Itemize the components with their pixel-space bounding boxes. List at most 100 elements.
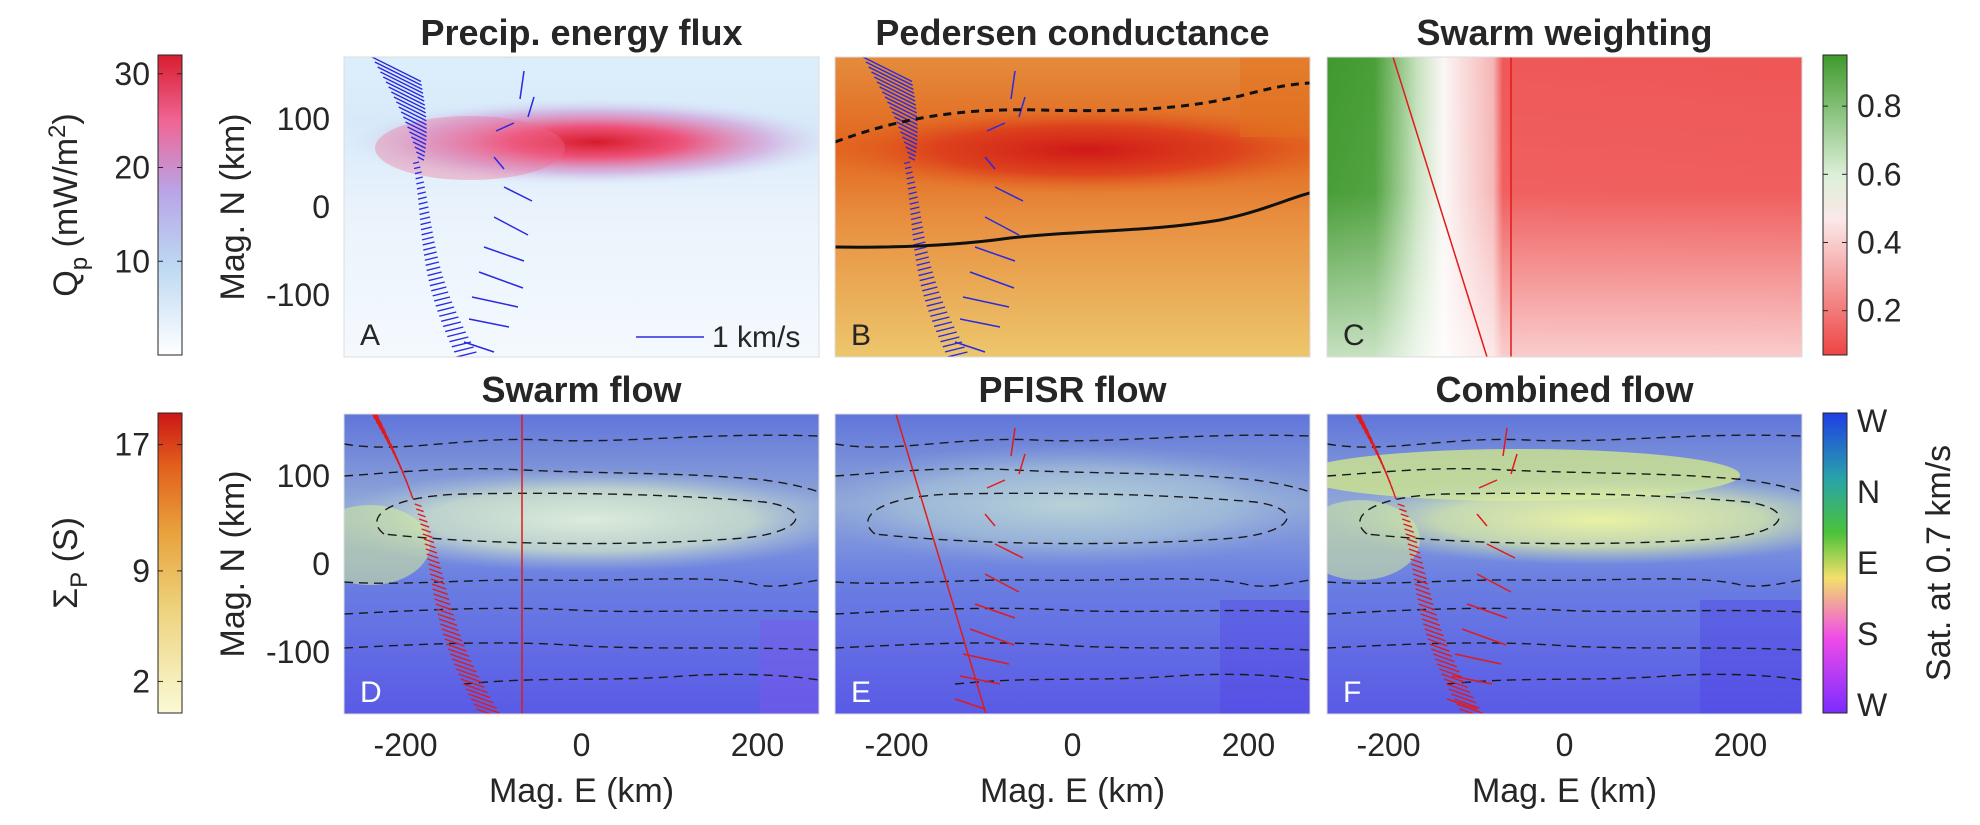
flow-vector: [453, 346, 474, 353]
flow-vector: [910, 216, 922, 221]
flow-vector: [1010, 70, 1016, 100]
flow-vector: [415, 176, 423, 180]
panel-a: 1 km/s: [344, 57, 819, 357]
flow-vector: [410, 493, 414, 500]
flow-vector: [433, 296, 451, 302]
flow-vector: [904, 166, 912, 170]
flow-vector: [1461, 628, 1507, 646]
flow-vector: [984, 216, 1020, 236]
flow-vector: [426, 266, 441, 272]
flow-vector: [418, 518, 428, 523]
flow-vector: [430, 578, 446, 585]
flow-vector: [913, 241, 926, 246]
flow-vector: [1400, 513, 1409, 518]
flow-vector: [1430, 648, 1453, 657]
flow-vector: [1448, 688, 1474, 699]
flow-vector: [1390, 486, 1395, 495]
flow-vector: [1414, 583, 1430, 590]
direction-tick-label: W: [1857, 687, 1888, 723]
flow-vector: [435, 603, 453, 611]
y-tick-label: 0: [312, 189, 330, 225]
flow-vector: [1418, 603, 1436, 611]
flow-vector: [879, 86, 917, 106]
flow-vector: [926, 301, 944, 307]
panel-letter: B: [851, 319, 871, 352]
flow-vector: [440, 316, 459, 323]
flow-vector: [1393, 493, 1397, 500]
flow-vector: [445, 326, 464, 333]
flow-vector: [1355, 414, 1362, 425]
flow-vector: [414, 146, 426, 153]
contour-line: [344, 642, 819, 651]
colorbar-tick-label: 30: [114, 56, 150, 92]
swarm-track-vectors: [371, 414, 500, 714]
flow-vector: [865, 61, 914, 87]
panel-c: [1327, 57, 1802, 357]
flow-vector: [906, 176, 914, 180]
flow-vector: [427, 558, 440, 564]
flow-vector: [930, 311, 948, 317]
flow-vector: [974, 603, 1016, 619]
flow-vector: [403, 116, 427, 130]
flow-vector: [417, 513, 426, 518]
flow-vector: [876, 81, 916, 102]
flow-vector: [413, 166, 421, 170]
flow-vector: [884, 96, 918, 114]
flow-vector: [438, 618, 458, 626]
panel-title: Pedersen conductance: [875, 12, 1269, 53]
flow-vector: [431, 583, 447, 590]
contour-line: [376, 492, 797, 545]
contour-line: [835, 578, 1310, 587]
flow-vector: [1412, 573, 1427, 580]
flow-vector: [458, 673, 482, 683]
flow-vector: [909, 206, 920, 211]
flow-vector: [407, 486, 412, 495]
flow-vector: [444, 638, 465, 647]
swarm-track-vectors: [862, 57, 971, 357]
flow-vector: [449, 653, 472, 663]
panel-title: Swarm weighting: [1416, 12, 1712, 53]
contour-line: [1327, 642, 1802, 651]
flow-vector: [460, 678, 485, 689]
flow-vector: [871, 71, 915, 94]
flow-vector: [385, 81, 425, 102]
flow-vector: [1018, 96, 1026, 118]
flow-vector: [423, 246, 436, 251]
flow-vector: [1419, 608, 1437, 616]
flow-vector: [421, 236, 434, 241]
flow-vector: [390, 91, 426, 110]
flow-vector: [437, 613, 456, 621]
flow-vector: [907, 181, 915, 185]
panel-letter: F: [1343, 676, 1361, 709]
flow-vector: [915, 256, 929, 261]
flow-vector: [417, 156, 425, 161]
panel-b: [835, 57, 1310, 357]
flow-vector: [1510, 453, 1518, 475]
colorbar-tick-label: 2: [132, 663, 150, 699]
flow-vector: [903, 161, 911, 165]
y-tick-label: 100: [277, 101, 330, 137]
panel-frame: [1326, 56, 1803, 358]
flow-vector: [1441, 673, 1465, 683]
flow-vector: [936, 326, 955, 333]
y-tick-label: -100: [266, 277, 330, 313]
flow-vector: [908, 191, 917, 195]
flow-vector: [400, 111, 427, 126]
flow-vector: [371, 414, 372, 415]
flow-vector: [422, 241, 435, 246]
flow-vector: [910, 211, 921, 216]
flow-vector: [1466, 603, 1508, 619]
flow-vector: [432, 588, 448, 595]
flow-vector: [974, 246, 1016, 262]
panel-frame: [343, 413, 820, 715]
panel-title: Combined flow: [1436, 369, 1695, 410]
flow-vector: [914, 251, 928, 256]
flow-vector: [388, 86, 426, 106]
flow-vector: [907, 186, 916, 190]
direction-colorbar-label: Sat. at 0.7 km/s: [1920, 445, 1958, 681]
x-tick-label: -200: [865, 727, 929, 763]
flow-vector: [470, 698, 497, 709]
direction-tick-label: W: [1857, 403, 1888, 439]
flow-vector: [414, 171, 422, 175]
flow-vector: [398, 106, 427, 122]
